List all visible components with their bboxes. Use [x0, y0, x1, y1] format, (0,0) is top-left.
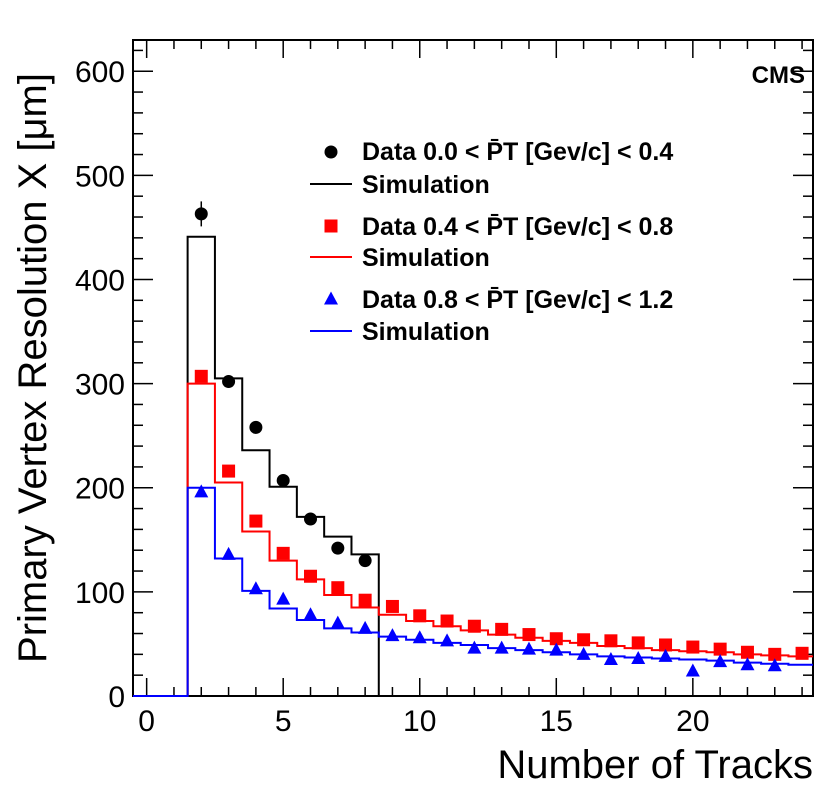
legend-marker-shape	[324, 219, 338, 233]
data-point-series-0	[222, 375, 236, 389]
data-point-series-4	[740, 657, 755, 671]
data-point-series-4	[221, 546, 236, 560]
x-tick-label: 20	[676, 705, 709, 738]
data-point-series-2	[413, 609, 427, 623]
data-point-series-2	[331, 581, 345, 595]
simulation-line-3	[133, 382, 813, 697]
data-point-series-4	[685, 663, 700, 677]
legend-marker-data-3	[324, 291, 338, 305]
x-axis-title: Number of Tracks	[497, 743, 813, 787]
legend-marker-data-2	[324, 219, 338, 233]
legend-label-data-2: Data 0.4 < P̄T [Gev/c] < 0.8	[362, 212, 673, 241]
data-point-series-0	[194, 207, 208, 221]
y-tick-label: 400	[75, 264, 125, 297]
axis-ticks	[133, 40, 813, 697]
data-point-series-0	[249, 420, 263, 434]
data-point-series-2	[304, 569, 318, 583]
x-tick-label: 15	[540, 705, 573, 738]
data-point-series-2	[440, 614, 454, 628]
data-point-series-2	[549, 632, 563, 646]
legend: Data 0.0 < P̄T [Gev/c] < 0.4 Simulation …	[310, 137, 673, 346]
data-point-series-2	[222, 464, 236, 478]
y-tick-label: 0	[108, 681, 125, 714]
data-point-series-2	[467, 619, 481, 633]
data-point-series-4	[713, 654, 728, 668]
data-point-series-4	[658, 648, 673, 662]
data-point-series-2	[358, 593, 372, 607]
data-point-series-2	[795, 646, 809, 660]
y-tick-label: 200	[75, 473, 125, 506]
simulation-line-1	[133, 235, 380, 697]
data-point-series-4	[440, 633, 455, 647]
legend-marker-shape	[324, 145, 338, 159]
legend-label-simulation-2: Simulation	[362, 244, 490, 272]
data-point-series-4	[194, 484, 209, 498]
x-tick-label: 10	[403, 705, 436, 738]
legend-marker-shape	[324, 291, 338, 305]
data-point-series-4	[549, 642, 564, 656]
x-tick-labels: 0 5 10 15 20	[138, 705, 709, 738]
data-point-series-2	[249, 514, 263, 528]
data-point-series-4	[330, 615, 345, 629]
data-point-series-2	[713, 642, 727, 656]
legend-label-data-3: Data 0.8 < P̄T [Gev/c] < 1.2	[362, 285, 673, 314]
legend-label-simulation-1: Simulation	[362, 171, 490, 199]
data-point-series-0	[331, 541, 345, 555]
data-point-series-2	[768, 647, 782, 661]
data-point-series-4	[576, 646, 591, 660]
y-tick-label: 500	[75, 160, 125, 193]
data-point-series-4	[767, 658, 782, 672]
simulation-line-5	[133, 486, 813, 697]
data-point-series-2	[740, 645, 754, 659]
data-point-series-2	[577, 633, 591, 647]
data-point-series-2	[522, 628, 536, 642]
y-tick-label: 100	[75, 577, 125, 610]
data-point-series-2	[686, 640, 700, 654]
simulation-histograms	[133, 235, 813, 697]
data-markers	[194, 201, 809, 677]
data-point-series-4	[412, 630, 427, 644]
data-point-series-4	[494, 640, 509, 654]
data-point-series-2	[631, 636, 645, 650]
data-point-series-4	[303, 607, 318, 621]
data-point-series-4	[358, 620, 373, 634]
data-point-series-0	[358, 554, 372, 568]
data-point-series-4	[467, 640, 482, 654]
data-point-series-4	[631, 651, 646, 665]
data-point-series-0	[304, 512, 318, 526]
data-point-series-2	[276, 546, 290, 560]
data-point-series-4	[521, 641, 536, 655]
legend-marker-data-1	[324, 145, 338, 159]
experiment-label: CMS	[752, 62, 805, 89]
y-tick-label: 600	[75, 56, 125, 89]
data-point-series-2	[495, 622, 509, 636]
data-point-series-4	[385, 628, 400, 642]
data-point-series-4	[603, 652, 618, 666]
y-tick-label: 300	[75, 369, 125, 402]
data-point-series-2	[194, 369, 208, 383]
plot-frame	[132, 39, 814, 697]
data-point-series-4	[248, 581, 263, 595]
y-axis-title: Primary Vertex Resolution X [μm]	[11, 73, 55, 663]
data-point-series-2	[604, 634, 618, 648]
data-point-series-2	[659, 638, 673, 652]
x-tick-label: 0	[138, 705, 155, 738]
legend-label-data-1: Data 0.0 < P̄T [Gev/c] < 0.4	[362, 137, 673, 166]
data-point-series-0	[276, 473, 290, 487]
data-point-series-2	[385, 599, 399, 613]
y-tick-labels: 0 100 200 300 400 500 600	[75, 56, 125, 714]
x-tick-label: 5	[275, 705, 292, 738]
data-point-series-4	[276, 591, 291, 605]
legend-label-simulation-3: Simulation	[362, 318, 490, 346]
